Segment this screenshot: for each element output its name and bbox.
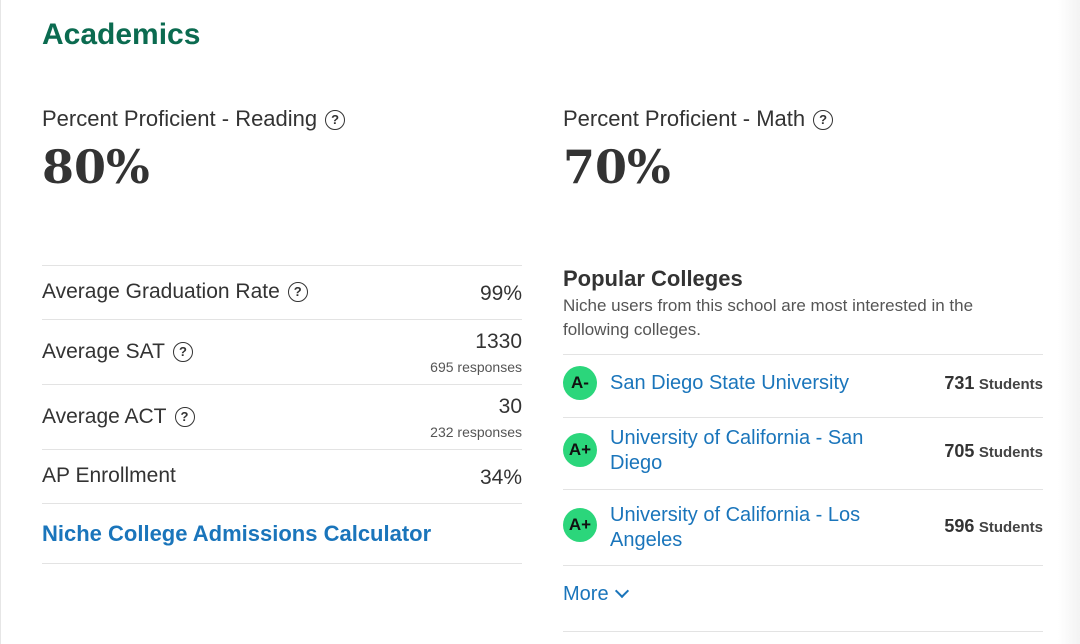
student-count-unit: Students [978,376,1043,393]
college-link[interactable]: San Diego State University [610,372,850,394]
help-icon[interactable]: ? [325,110,346,131]
metric-label-text: Average SAT [42,340,165,363]
metric-label: AP Enrollment [42,464,176,487]
admissions-calculator-link[interactable]: Niche College Admissions Calculator [42,521,432,546]
more-row: More [563,565,1043,632]
reading-proficiency-label-text: Percent Proficient - Reading [42,106,318,131]
help-icon[interactable]: ? [287,282,308,303]
student-count-number: 731 [944,373,975,393]
metric-label: Average ACT? [42,405,195,429]
student-count-number: 705 [944,441,975,461]
help-icon[interactable]: ? [813,110,834,131]
metrics-list: Average Graduation Rate? 99% Average SAT… [42,265,522,566]
metric-label: Average Graduation Rate? [42,280,308,304]
college-student-count: 596 Students [944,516,1043,537]
metric-row-sat: Average SAT? 1330 695 responses [42,319,522,384]
reading-proficiency-label: Percent Proficient - Reading? [42,106,346,132]
metric-label-text: Average Graduation Rate [42,280,280,303]
metric-row-act: Average ACT? 30 232 responses [42,384,522,449]
metric-label-text: Average ACT [42,405,167,428]
student-count-unit: Students [978,444,1043,461]
divider [42,563,522,564]
grade-badge: A- [563,366,597,400]
grade-badge: A+ [563,433,597,467]
college-link[interactable]: University of California - San Diego [610,427,864,474]
math-proficiency-label-text: Percent Proficient - Math [563,106,806,131]
page-right-shadow [1058,0,1080,644]
section-title: Academics [42,18,201,51]
college-item: A+ University of California - San Diego … [563,417,1043,490]
student-count-unit: Students [978,519,1043,536]
student-count-number: 596 [944,516,975,536]
help-icon[interactable]: ? [172,342,193,363]
more-button[interactable]: More [563,583,629,606]
page-left-border [0,0,1,644]
chevron-down-icon [614,583,629,599]
metric-responses: 695 responses [430,359,522,375]
college-link[interactable]: University of California - Los Angeles [610,504,861,551]
metric-value: 1330 [475,330,522,353]
college-item: A+ University of California - Los Angele… [563,489,1043,566]
metric-label: Average SAT? [42,340,193,364]
college-student-count: 705 Students [944,441,1043,462]
grade-badge: A+ [563,508,597,542]
math-proficiency-value: 70% [563,140,671,194]
metric-value: 34% [479,466,522,489]
math-proficiency-label: Percent Proficient - Math? [563,106,834,132]
metric-row-graduation: Average Graduation Rate? 99% [42,265,522,319]
help-icon[interactable]: ? [174,407,195,428]
college-item: A- San Diego State University 731 Studen… [563,354,1043,418]
metric-row-ap: AP Enrollment 34% [42,449,522,503]
college-student-count: 731 Students [944,373,1043,394]
metric-responses: 232 responses [430,424,522,440]
popular-colleges-description: Niche users from this school are most in… [563,296,974,339]
metric-value: 30 [498,395,522,418]
divider [563,631,1043,632]
metric-value: 99% [479,282,522,305]
more-label: More [563,583,609,605]
reading-proficiency-value: 80% [42,140,150,194]
popular-colleges-title: Popular Colleges [563,266,743,291]
calculator-row: Niche College Admissions Calculator [42,503,522,566]
